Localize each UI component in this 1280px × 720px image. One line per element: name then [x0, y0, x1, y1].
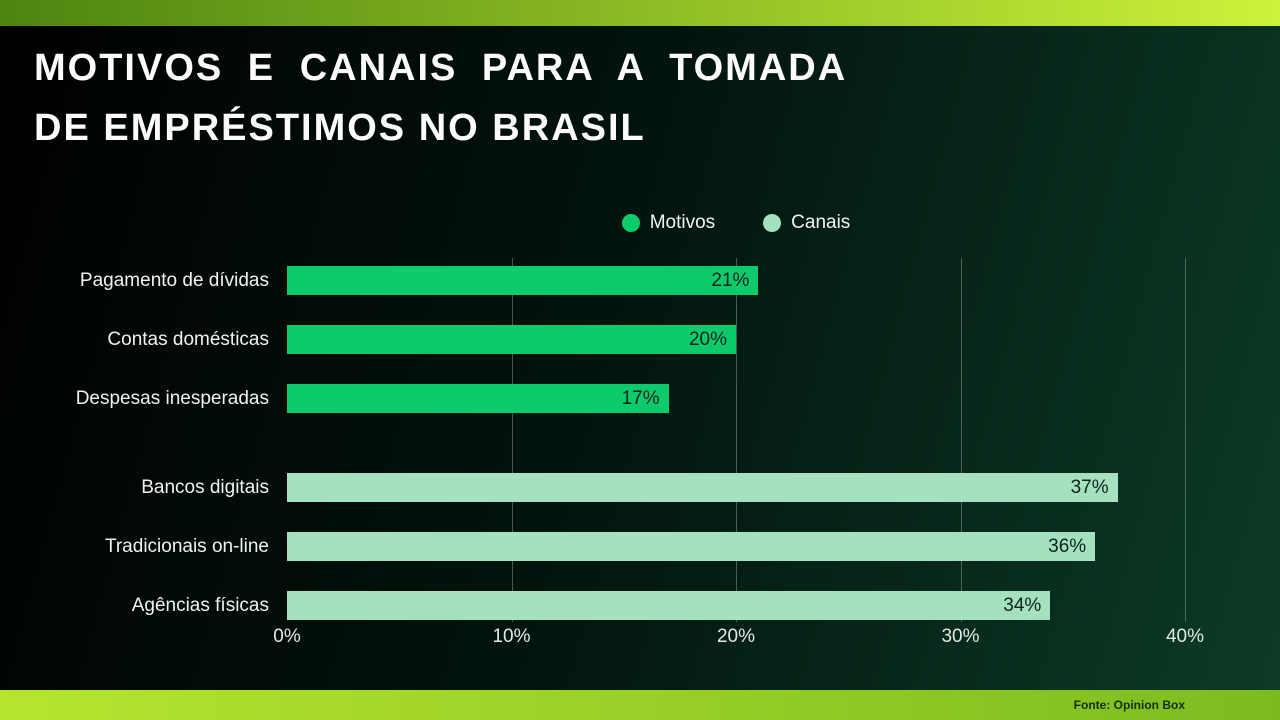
page-title: MOTIVOS E CANAIS PARA A TOMADA DE EMPRÉS… [34, 38, 847, 158]
chart-legend: Motivos Canais [287, 212, 1185, 234]
bar-row: Tradicionais on-line 36% [105, 532, 1185, 561]
x-tick-40: 40% [1165, 626, 1205, 647]
top-accent-strip [0, 0, 1280, 26]
x-tick-0: 0% [273, 626, 301, 647]
bar-row: Pagamento de dívidas 21% [80, 266, 1185, 295]
bar-motivos: 21% [287, 266, 759, 295]
x-axis: 0% 10% 20% 30% 40% [273, 626, 1204, 654]
category-label: Contas domésticas [107, 329, 269, 350]
category-label: Bancos digitais [141, 477, 269, 498]
gridline-30 [960, 258, 962, 622]
bar-row: Bancos digitais 37% [141, 473, 1185, 502]
x-tick-30: 30% [941, 626, 980, 647]
bar-row: Agências físicas 34% [132, 591, 1185, 620]
legend-label-motivos: Motivos [649, 212, 716, 233]
source-credit: Fonte: Opinion Box [1073, 698, 1185, 712]
bar-chart: Pagamento de dívidas 21% Contas doméstic… [76, 258, 1204, 666]
value-label: 36% [1048, 535, 1087, 557]
bar-rows: Pagamento de dívidas 21% Contas doméstic… [76, 266, 1185, 620]
value-label: 21% [711, 269, 750, 291]
legend-item-motivos: Motivos [621, 212, 716, 234]
bar-canais: 34% [287, 591, 1051, 620]
value-label: 37% [1070, 476, 1109, 498]
title-line-2: DE EMPRÉSTIMOS NO BRASIL [34, 107, 646, 149]
bar-row: Despesas inesperadas 17% [76, 384, 1185, 413]
category-label: Agências físicas [131, 595, 269, 616]
category-label: Tradicionais on-line [104, 536, 269, 557]
bar-row: Contas domésticas 20% [107, 325, 1185, 354]
bar-motivos: 20% [287, 325, 736, 354]
category-label: Despesas inesperadas [75, 388, 269, 409]
canais-swatch-icon [763, 214, 782, 232]
x-tick-10: 10% [492, 626, 531, 647]
gridlines [287, 258, 1186, 622]
value-label: 34% [1003, 594, 1042, 616]
bar-canais: 37% [287, 473, 1118, 502]
gridline-40 [1185, 258, 1186, 622]
x-tick-20: 20% [716, 626, 756, 647]
value-label: 17% [621, 387, 660, 409]
category-label: Pagamento de dívidas [79, 270, 269, 291]
bar-motivos: 17% [287, 384, 669, 413]
legend-item-canais: Canais [763, 212, 850, 234]
gridline-20 [736, 258, 737, 622]
gridline-10 [511, 258, 513, 622]
value-label: 20% [688, 328, 727, 350]
title-line-1: MOTIVOS E CANAIS PARA A TOMADA [34, 47, 848, 89]
legend-label-canais: Canais [791, 212, 851, 233]
bottom-accent-strip: Fonte: Opinion Box [0, 690, 1280, 720]
bar-canais: 36% [287, 532, 1096, 561]
motivos-swatch-icon [621, 214, 640, 232]
